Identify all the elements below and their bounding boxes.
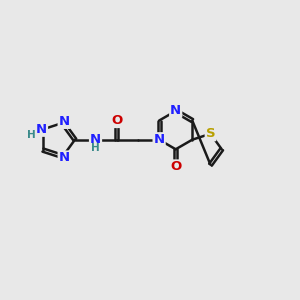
Text: N: N: [58, 152, 70, 164]
Text: N: N: [36, 123, 47, 136]
Text: H: H: [91, 143, 100, 153]
Text: S: S: [206, 127, 215, 140]
Text: H: H: [27, 130, 36, 140]
Text: N: N: [58, 115, 70, 128]
Text: O: O: [170, 160, 181, 173]
Text: N: N: [170, 104, 181, 117]
Text: O: O: [111, 114, 122, 127]
Text: N: N: [154, 133, 165, 146]
Text: N: N: [90, 133, 101, 146]
